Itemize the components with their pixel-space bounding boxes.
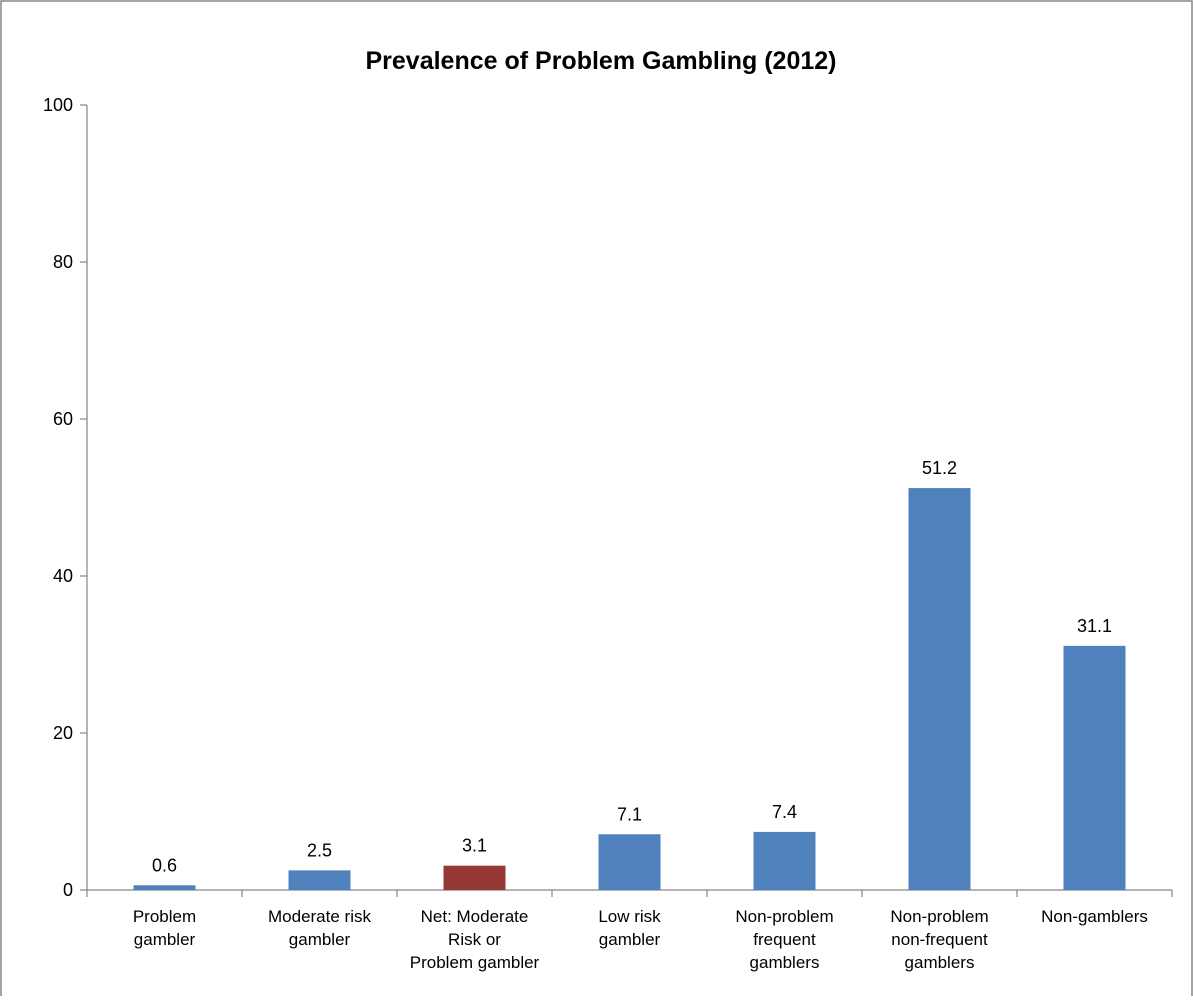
y-tick-label: 60 — [53, 409, 73, 429]
x-tick-label: Moderate risk gambler — [268, 907, 371, 949]
bar — [443, 865, 506, 890]
bar — [598, 834, 661, 890]
bar-series — [133, 488, 1126, 890]
x-tick-label: Low risk gambler — [598, 907, 661, 949]
x-tick-label: Non-gamblers — [1041, 907, 1148, 926]
y-tick-label: 20 — [53, 723, 73, 743]
data-label: 31.1 — [1077, 616, 1112, 636]
data-label: 51.2 — [922, 458, 957, 478]
data-label: 2.5 — [307, 840, 332, 860]
bar — [753, 831, 816, 890]
data-label: 0.6 — [152, 855, 177, 875]
y-axis: 0 20 40 60 80 100 — [43, 95, 88, 900]
x-tick-label: Non-problem non-frequent gamblers — [890, 907, 988, 972]
y-tick-label: 0 — [63, 880, 73, 900]
chart-title: Prevalence of Problem Gambling (2012) — [366, 47, 837, 75]
data-labels: 0.6 2.5 3.1 7.1 7.4 51.2 31.1 — [152, 458, 1112, 875]
bar — [288, 870, 351, 890]
data-label: 7.4 — [772, 802, 797, 822]
x-tick-label: Non-problem frequent gamblers — [735, 907, 833, 972]
x-tick-label: Problem gambler — [133, 907, 196, 949]
category-labels: Problem gambler Moderate risk gambler Net: M… — [133, 907, 1148, 972]
data-label: 3.1 — [462, 836, 487, 856]
y-tick-label: 80 — [53, 252, 73, 272]
x-tick-label: Net: Moderate Risk or Problem gambler — [410, 907, 540, 972]
data-label: 7.1 — [617, 804, 642, 824]
y-tick-label: 100 — [43, 95, 73, 115]
bar — [133, 885, 196, 890]
bar — [908, 488, 971, 890]
y-tick-label: 40 — [53, 566, 73, 586]
bar — [1063, 645, 1126, 890]
x-axis — [86, 889, 1173, 897]
